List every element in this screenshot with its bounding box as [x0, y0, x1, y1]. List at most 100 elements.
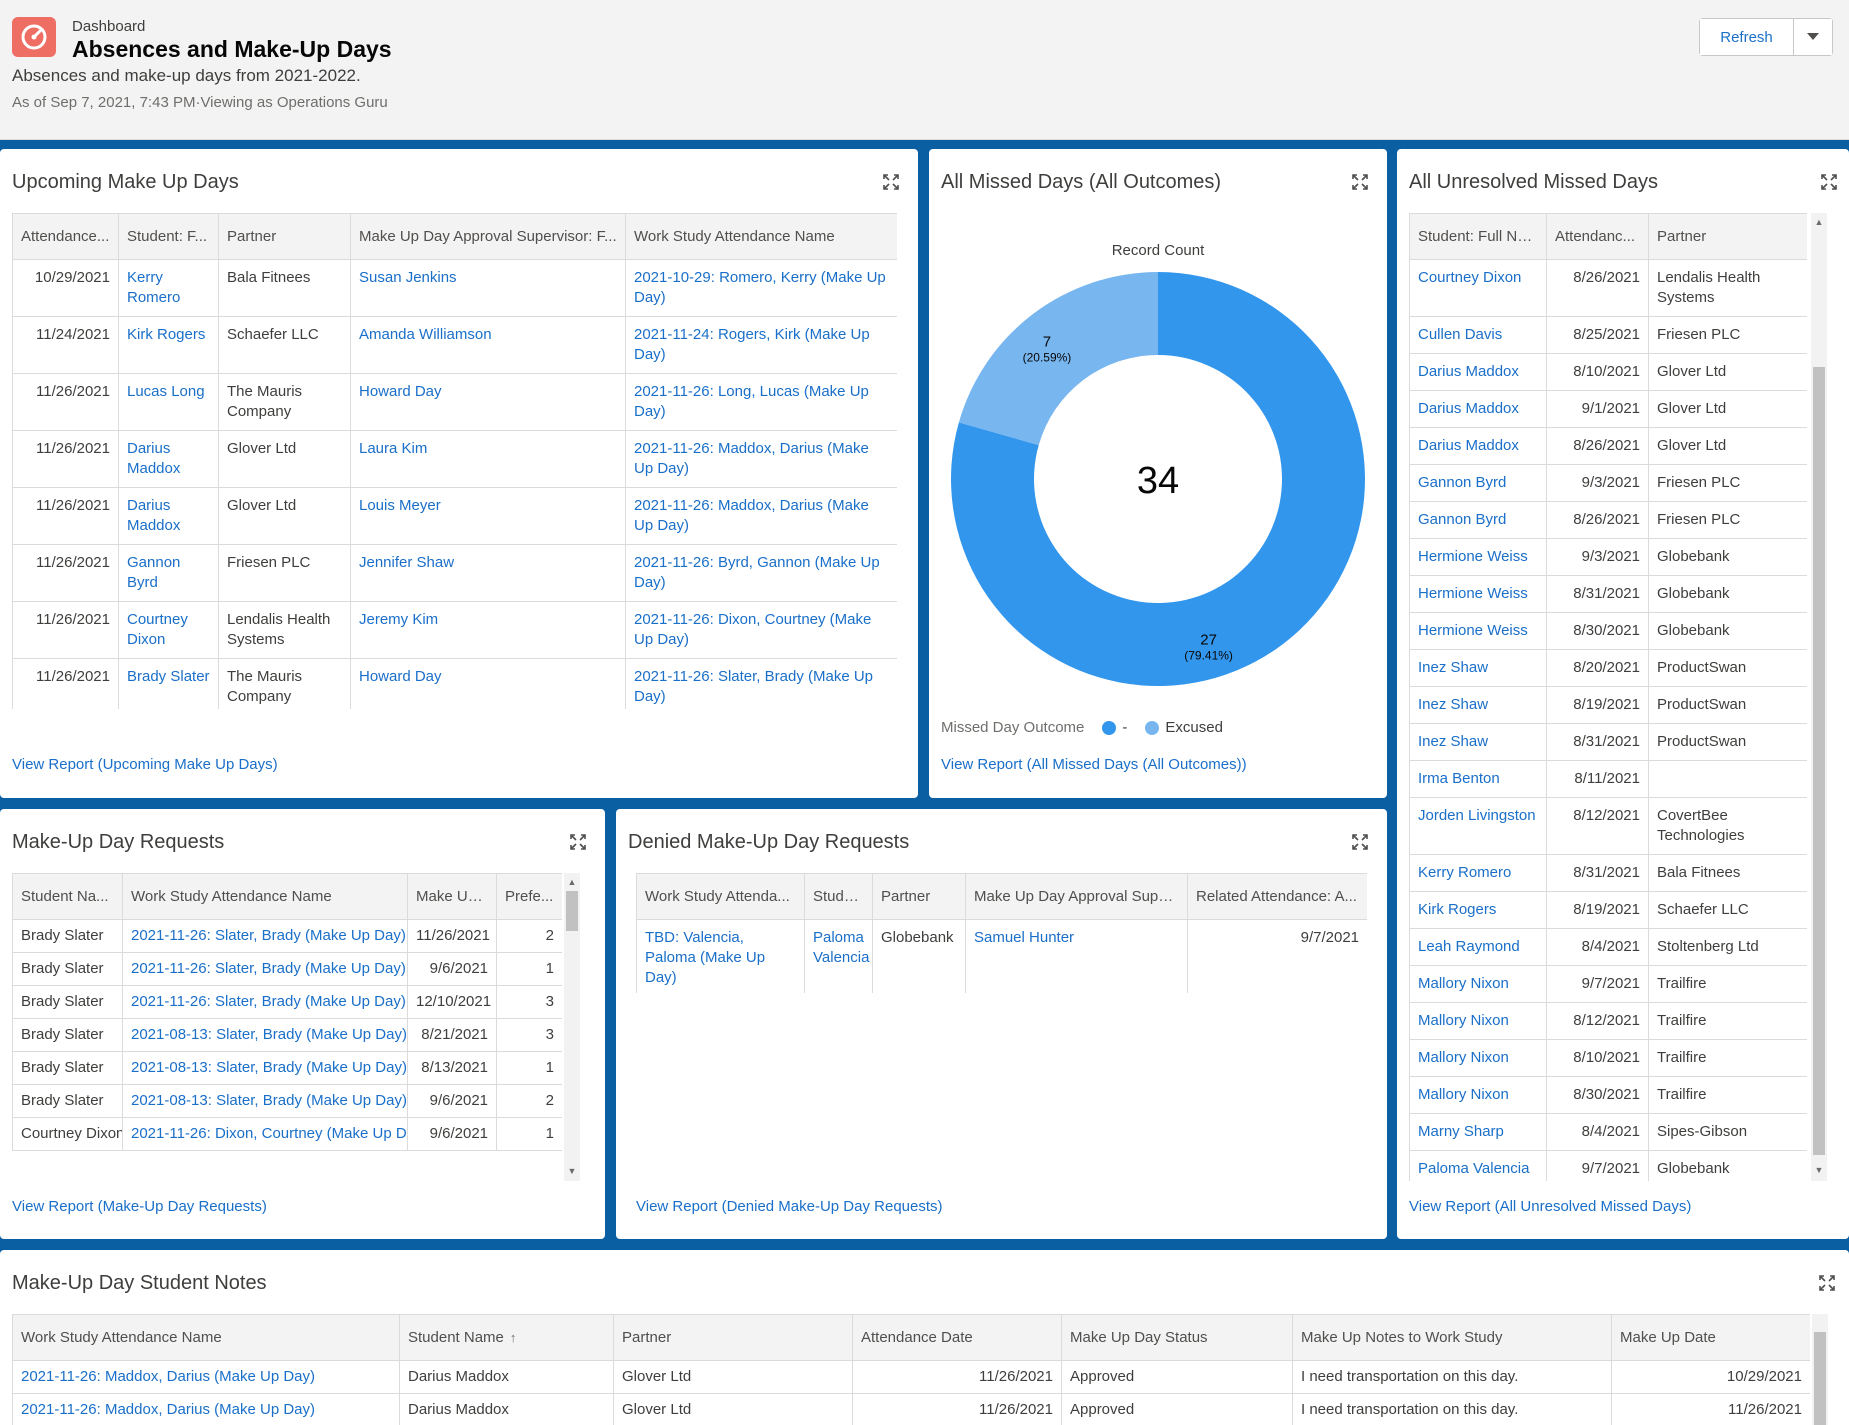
record-link[interactable]: Mallory Nixon: [1418, 1049, 1509, 1066]
scroll-down-icon[interactable]: ▼: [1814, 1165, 1824, 1175]
expand-icon[interactable]: [1351, 833, 1369, 851]
record-link[interactable]: Laura Kim: [359, 440, 428, 457]
column-header[interactable]: Make Up...: [407, 873, 497, 920]
donut-slice[interactable]: [951, 272, 1365, 686]
record-link[interactable]: Mallory Nixon: [1418, 975, 1509, 992]
column-header[interactable]: Student Name ↑: [399, 1314, 614, 1361]
record-link[interactable]: TBD: Valencia, Paloma (Make Up Day): [645, 929, 766, 986]
refresh-button[interactable]: Refresh: [1700, 19, 1794, 55]
record-link[interactable]: Amanda Williamson: [359, 326, 492, 343]
record-link[interactable]: Darius Maddox: [1418, 400, 1519, 417]
record-link[interactable]: Irma Benton: [1418, 770, 1500, 787]
record-link[interactable]: Darius Maddox: [1418, 363, 1519, 380]
column-header[interactable]: Work Study Attenda...: [636, 873, 805, 920]
view-report-upcoming-link[interactable]: View Report (Upcoming Make Up Days): [12, 756, 278, 773]
scroll-up-icon[interactable]: ▲: [1814, 217, 1824, 227]
record-link[interactable]: Inez Shaw: [1418, 733, 1489, 750]
view-report-missed-link[interactable]: View Report (All Missed Days (All Outcom…: [941, 756, 1247, 773]
record-link[interactable]: Hermione Weiss: [1418, 585, 1528, 602]
donut-slice[interactable]: [958, 272, 1158, 446]
view-report-denied-link[interactable]: View Report (Denied Make-Up Day Requests…: [636, 1198, 943, 1215]
record-link[interactable]: 2021-08-13: Slater, Brady (Make Up Day): [131, 1059, 407, 1076]
record-link[interactable]: 2021-11-26: Long, Lucas (Make Up Day): [634, 383, 869, 420]
column-header[interactable]: Related Attendance: A...: [1187, 873, 1367, 920]
record-link[interactable]: 2021-10-29: Romero, Kerry (Make Up Day): [634, 269, 886, 306]
column-header[interactable]: Make Up Day Approval Supervisor: F...: [350, 213, 626, 260]
record-link[interactable]: Darius Maddox: [127, 440, 181, 477]
notes-table-viewport[interactable]: Work Study Attendance Name Student Name ↑ P…: [12, 1314, 1810, 1425]
expand-icon[interactable]: [569, 833, 587, 851]
column-header[interactable]: Partner: [218, 213, 351, 260]
expand-icon[interactable]: [1820, 173, 1838, 191]
record-link[interactable]: 2021-11-26: Slater, Brady (Make Up Day): [634, 668, 874, 705]
legend-item-excused[interactable]: Excused: [1145, 719, 1223, 736]
column-header[interactable]: Make Up Day Approval Supe...: [965, 873, 1188, 920]
record-link[interactable]: Kerry Romero: [1418, 864, 1512, 881]
column-header[interactable]: Work Study Attendance Name: [625, 213, 897, 260]
requests-scrollbar[interactable]: ▲ ▼: [564, 873, 580, 1181]
record-link[interactable]: Leah Raymond: [1418, 938, 1520, 955]
record-link[interactable]: Paloma Valencia: [1418, 1160, 1530, 1177]
record-link[interactable]: Paloma Valencia: [813, 929, 870, 966]
record-link[interactable]: Hermione Weiss: [1418, 622, 1528, 639]
scroll-thumb[interactable]: [1814, 1332, 1826, 1425]
scroll-up-icon[interactable]: ▲: [567, 877, 577, 887]
column-header[interactable]: Prefe...: [496, 873, 562, 920]
record-link[interactable]: Brady Slater: [127, 668, 210, 685]
column-header[interactable]: Partner: [872, 873, 966, 920]
record-link[interactable]: 2021-11-26: Maddox, Darius (Make Up Day): [634, 440, 869, 477]
record-link[interactable]: Darius Maddox: [127, 497, 181, 534]
column-header[interactable]: Work Study Attendance Name: [122, 873, 408, 920]
expand-icon[interactable]: [1351, 173, 1369, 191]
expand-icon[interactable]: [1818, 1274, 1836, 1292]
record-link[interactable]: 2021-08-13: Slater, Brady (Make Up Day): [131, 1026, 407, 1043]
column-header[interactable]: Make Up Date: [1611, 1314, 1810, 1361]
column-header[interactable]: Student Na...: [12, 873, 123, 920]
view-report-requests-link[interactable]: View Report (Make-Up Day Requests): [12, 1198, 267, 1215]
requests-table-viewport[interactable]: Student Na... Work Study Attendance Name M…: [12, 873, 562, 1181]
column-header[interactable]: Student: Full Na...: [1409, 213, 1547, 260]
record-link[interactable]: Inez Shaw: [1418, 696, 1489, 713]
legend-item-dash[interactable]: -: [1102, 719, 1127, 736]
column-header[interactable]: Student: F...: [118, 213, 219, 260]
record-link[interactable]: Kerry Romero: [127, 269, 181, 306]
record-link[interactable]: Jeremy Kim: [359, 611, 439, 628]
record-link[interactable]: Darius Maddox: [1418, 437, 1519, 454]
sort-ascending-icon[interactable]: ↑: [509, 1330, 517, 1345]
column-header[interactable]: Make Up Day Status: [1061, 1314, 1293, 1361]
record-link[interactable]: Kirk Rogers: [1418, 901, 1497, 918]
unresolved-table-viewport[interactable]: Student: Full Na... Attendanc... Partner Co…: [1409, 213, 1807, 1181]
record-link[interactable]: 2021-11-26: Slater, Brady (Make Up Day): [131, 993, 406, 1010]
record-link[interactable]: 2021-11-26: Maddox, Darius (Make Up Day): [21, 1401, 316, 1418]
record-link[interactable]: 2021-11-26: Byrd, Gannon (Make Up Day): [634, 554, 880, 591]
record-link[interactable]: Mallory Nixon: [1418, 1012, 1509, 1029]
record-link[interactable]: Courtney Dixon: [1418, 269, 1522, 286]
column-header[interactable]: Attendanc...: [1546, 213, 1649, 260]
record-link[interactable]: Samuel Hunter: [974, 929, 1075, 946]
record-link[interactable]: Howard Day: [359, 668, 442, 685]
column-header[interactable]: Stude...: [804, 873, 873, 920]
column-header[interactable]: Work Study Attendance Name: [12, 1314, 400, 1361]
column-header[interactable]: Partner: [613, 1314, 853, 1361]
record-link[interactable]: 2021-11-26: Slater, Brady (Make Up Day): [131, 960, 406, 977]
scroll-thumb[interactable]: [566, 891, 578, 931]
expand-icon[interactable]: [882, 173, 900, 191]
record-link[interactable]: Susan Jenkins: [359, 269, 457, 286]
record-link[interactable]: Louis Meyer: [359, 497, 441, 514]
record-link[interactable]: Gannon Byrd: [1418, 474, 1507, 491]
scroll-thumb[interactable]: [1813, 367, 1825, 1155]
record-link[interactable]: Inez Shaw: [1418, 659, 1489, 676]
scroll-down-icon[interactable]: ▼: [567, 1166, 577, 1176]
record-link[interactable]: 2021-11-26: Dixon, Courtney (Make Up Day…: [634, 611, 872, 648]
column-header[interactable]: Make Up Notes to Work Study: [1292, 1314, 1612, 1361]
record-link[interactable]: Lucas Long: [127, 383, 205, 400]
record-link[interactable]: Jennifer Shaw: [359, 554, 455, 571]
record-link[interactable]: Marny Sharp: [1418, 1123, 1504, 1140]
unresolved-scrollbar[interactable]: ▲ ▼: [1811, 213, 1827, 1181]
record-link[interactable]: Gannon Byrd: [127, 554, 181, 591]
notes-scrollbar[interactable]: [1812, 1314, 1828, 1425]
record-link[interactable]: 2021-11-26: Slater, Brady (Make Up Day): [131, 927, 406, 944]
record-link[interactable]: 2021-11-26: Dixon, Courtney (Make Up Day…: [131, 1125, 408, 1142]
refresh-menu-button[interactable]: [1794, 19, 1832, 55]
column-header[interactable]: Attendance Date: [852, 1314, 1062, 1361]
